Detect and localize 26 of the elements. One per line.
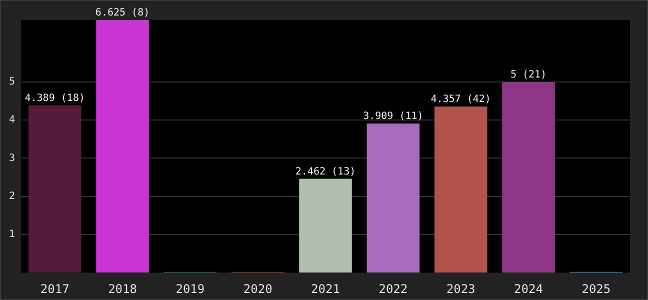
- x-tick-label: 2020: [243, 282, 272, 296]
- data-label: 6.625 (8): [95, 8, 150, 19]
- bar: [366, 124, 420, 273]
- x-tick-label: 2018: [108, 282, 137, 296]
- x-tick-label: 2017: [40, 282, 70, 296]
- x-tick-label: 2023: [446, 282, 476, 296]
- y-tick-label: 5: [8, 76, 16, 88]
- data-label: 2.462 (13): [295, 166, 356, 178]
- x-tick-label: 2024: [514, 282, 543, 296]
- data-label: 4.357 (42): [430, 94, 491, 106]
- x-tick-label: 2021: [311, 282, 340, 296]
- bar: [434, 106, 488, 273]
- bar: [299, 178, 352, 273]
- x-tick-label: 2022: [378, 282, 408, 296]
- bar: [28, 105, 82, 273]
- data-label: 5 (21): [510, 70, 547, 81]
- x-tick-label: 2025: [582, 282, 611, 296]
- x-tick-label: 2019: [176, 282, 205, 296]
- y-tick-label: 3: [8, 152, 16, 164]
- bar: [96, 20, 149, 273]
- y-tick-label: 1: [8, 229, 16, 240]
- y-tick-label: 2: [8, 190, 16, 202]
- bar: [502, 82, 555, 273]
- data-label: 4.389 (18): [24, 92, 85, 104]
- y-tick-label: 4: [8, 114, 16, 126]
- data-label: 3.909 (11): [363, 111, 424, 122]
